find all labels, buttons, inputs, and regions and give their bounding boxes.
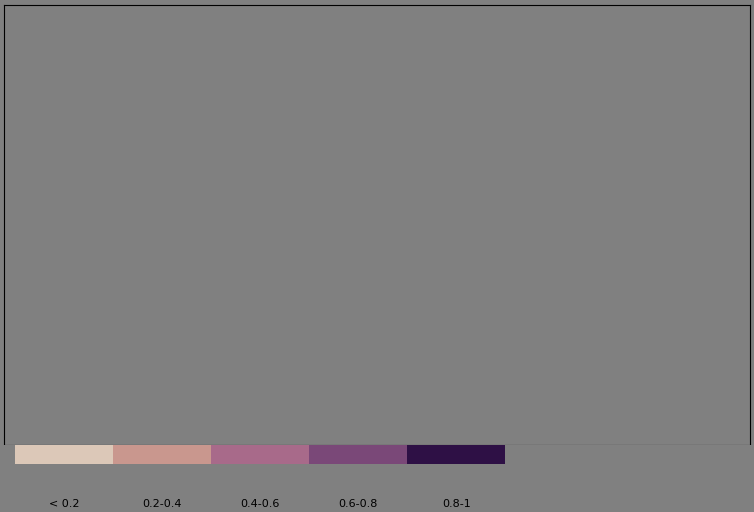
Text: 0.4-0.6: 0.4-0.6 bbox=[241, 499, 280, 509]
Text: 0.8-1: 0.8-1 bbox=[442, 499, 470, 509]
FancyBboxPatch shape bbox=[309, 445, 407, 464]
FancyBboxPatch shape bbox=[15, 445, 113, 464]
Text: 0.2-0.4: 0.2-0.4 bbox=[143, 499, 182, 509]
Text: < 0.2: < 0.2 bbox=[49, 499, 79, 509]
FancyBboxPatch shape bbox=[113, 445, 211, 464]
FancyBboxPatch shape bbox=[407, 445, 505, 464]
Text: 0.6-0.8: 0.6-0.8 bbox=[339, 499, 378, 509]
FancyBboxPatch shape bbox=[211, 445, 309, 464]
